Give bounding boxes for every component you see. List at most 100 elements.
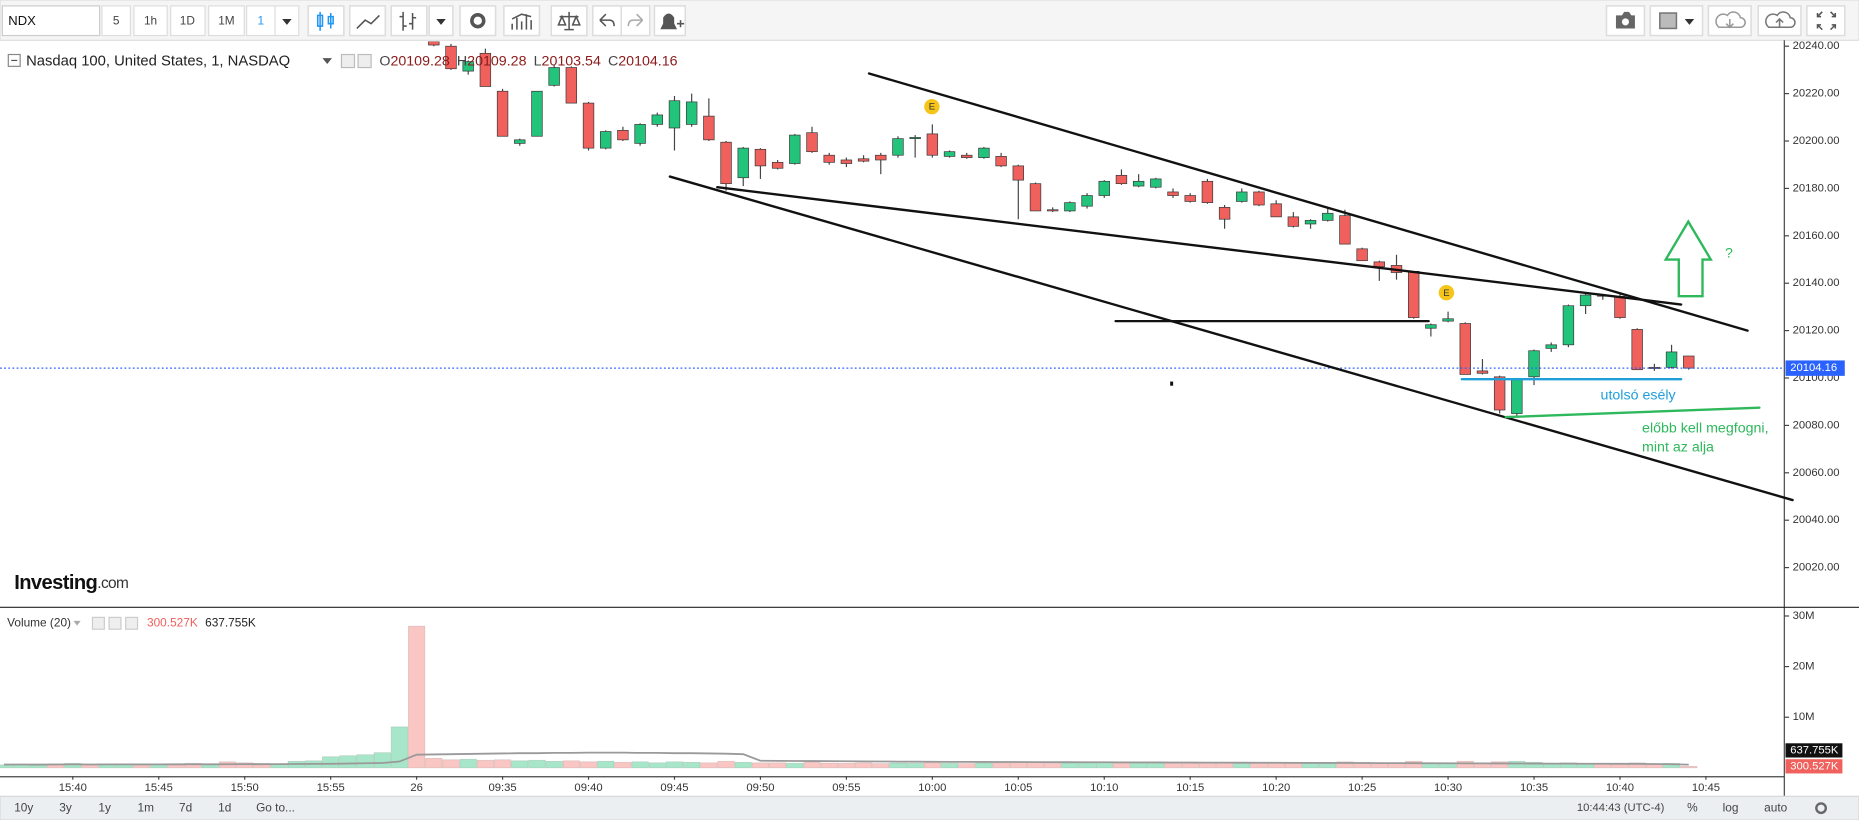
volume-bar	[528, 759, 546, 769]
legend-icon[interactable]	[357, 53, 372, 69]
candles-button[interactable]	[307, 5, 345, 37]
interval-label: 1	[258, 13, 265, 27]
candle-body	[1579, 294, 1592, 307]
event-label: E	[929, 102, 935, 113]
goto-button[interactable]: Go to...	[256, 800, 295, 814]
ohlc-value: 20109.28	[390, 53, 449, 69]
candle-body	[1167, 191, 1179, 196]
interval-button-active[interactable]	[246, 5, 276, 37]
volume-bar	[1181, 763, 1199, 769]
range-button[interactable]: 1d	[218, 800, 231, 814]
y-tick-label: 20140.00	[1793, 277, 1840, 289]
range-button[interactable]: 10y	[14, 800, 33, 814]
volume-bar	[648, 762, 666, 769]
x-tick-label: 10:35	[1520, 782, 1548, 794]
range-button[interactable]: 1y	[98, 800, 111, 814]
volume-bar	[1147, 762, 1165, 769]
auto-toggle[interactable]: auto	[1764, 800, 1787, 814]
volume-bar	[665, 761, 684, 769]
log-toggle[interactable]: log	[1723, 800, 1739, 814]
legend-icon[interactable]	[340, 53, 356, 69]
candle-body	[496, 90, 509, 137]
annotation: előbb kell megfogni,	[1642, 421, 1769, 437]
ohlc-prefix: L	[534, 53, 542, 69]
x-tick-label: 26	[410, 782, 423, 794]
volume-bar	[1250, 762, 1268, 769]
x-tick-label: 09:35	[488, 782, 516, 794]
candle-body	[1442, 318, 1454, 322]
candle-body	[1562, 305, 1575, 346]
interval-button[interactable]	[101, 5, 132, 37]
chart-title: Nasdaq 100, United States, 1, NASDAQ	[26, 54, 290, 70]
volume-ma-legend-value: 637.755K	[205, 615, 256, 629]
volume-bar	[1078, 762, 1096, 769]
legend-icon[interactable]	[125, 616, 139, 630]
candle-body	[1184, 195, 1196, 202]
volume-bar	[1112, 762, 1131, 769]
settings-button[interactable]	[459, 5, 497, 37]
candle-body	[617, 129, 629, 141]
candle-body	[651, 114, 663, 125]
volume-bar	[442, 759, 460, 769]
volume-bar	[562, 760, 580, 769]
dropdown-caret	[1684, 18, 1695, 25]
settings-icon[interactable]	[1815, 802, 1827, 815]
percent-toggle[interactable]: %	[1687, 800, 1698, 814]
candle-body	[1270, 203, 1282, 218]
symbol-input[interactable]	[1, 5, 101, 37]
legend-icon[interactable]	[108, 616, 122, 630]
studies-button[interactable]	[503, 5, 541, 37]
volume-bar	[1525, 761, 1543, 769]
range-button[interactable]: 7d	[179, 800, 192, 814]
dot	[1170, 381, 1174, 386]
candle-body	[1459, 323, 1471, 375]
ohlc-value: 20109.28	[467, 53, 526, 69]
interval-button[interactable]	[208, 5, 245, 37]
volume-bar	[425, 757, 443, 769]
candle-body	[600, 131, 612, 149]
candle-body	[1493, 376, 1506, 411]
candle-body	[961, 154, 973, 158]
annotation: ?	[1725, 245, 1733, 261]
volume-bar	[356, 754, 374, 769]
volume-last-box	[1785, 759, 1843, 774]
x-tick-label: 10:05	[1004, 782, 1032, 794]
candle-body	[514, 139, 526, 144]
candle-body	[1373, 261, 1386, 267]
fullscreen-button[interactable]	[1806, 5, 1846, 37]
x-tick-label: 10:45	[1692, 782, 1720, 794]
volume-bar	[1061, 762, 1079, 769]
volume-bar	[29, 764, 48, 769]
candle-body	[1425, 324, 1437, 329]
cloud-download-icon	[1715, 11, 1746, 29]
volume-bar	[1044, 762, 1062, 769]
y-tick-label: 20020.00	[1793, 562, 1840, 574]
range-button[interactable]: 3y	[59, 800, 72, 814]
volume-bar	[579, 761, 598, 769]
interval-button[interactable]	[133, 5, 168, 37]
dropdown-caret	[436, 18, 446, 25]
candle-body	[823, 154, 835, 163]
candle-body	[668, 100, 681, 129]
legend-icon[interactable]	[91, 616, 105, 630]
range-button[interactable]: 1m	[138, 800, 155, 814]
indicators-button[interactable]	[390, 5, 428, 37]
candle-body	[685, 101, 698, 125]
candle-body	[428, 41, 440, 46]
interval-button[interactable]	[170, 5, 206, 37]
candle-body	[1236, 191, 1248, 202]
volume-bar	[1215, 762, 1234, 769]
x-tick-label: 09:50	[746, 782, 774, 794]
x-tick-label: 10:00	[918, 782, 946, 794]
candle-body	[1683, 355, 1695, 369]
event-label: E	[1443, 288, 1449, 299]
compare-icon	[557, 11, 581, 31]
volume-bar	[322, 756, 340, 769]
volume-bar	[940, 762, 959, 769]
y-tick-label: 20240.00	[1793, 40, 1840, 52]
dropdown-caret	[282, 18, 292, 25]
y-tick-label: 20120.00	[1793, 325, 1840, 337]
candle-body	[1098, 180, 1110, 196]
candle-body	[1150, 178, 1162, 188]
